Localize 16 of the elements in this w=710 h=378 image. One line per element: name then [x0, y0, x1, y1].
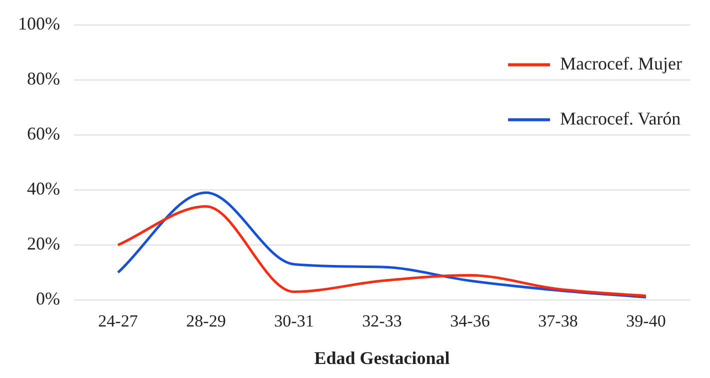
- x-tick-label: 28-29: [186, 312, 226, 331]
- x-tick-label: 30-31: [274, 312, 314, 331]
- legend-label: Macrocef. Varón: [560, 108, 681, 129]
- y-tick-label: 60%: [26, 124, 60, 144]
- x-axis-title: Edad Gestacional: [314, 348, 450, 368]
- y-tick-label: 20%: [26, 234, 60, 254]
- y-tick-label: 80%: [26, 68, 60, 89]
- x-tick-label: 32-33: [362, 312, 402, 331]
- x-tick-label: 34-36: [450, 312, 490, 331]
- x-tick-label: 24-27: [98, 312, 138, 331]
- x-tick-label: 39-40: [626, 312, 666, 331]
- legend-label: Macrocef. Mujer: [560, 54, 682, 74]
- y-tick-label: 40%: [26, 178, 60, 199]
- y-tick-label: 100%: [18, 14, 60, 34]
- y-tick-label: 0%: [36, 288, 60, 309]
- x-tick-label: 37-38: [538, 312, 578, 331]
